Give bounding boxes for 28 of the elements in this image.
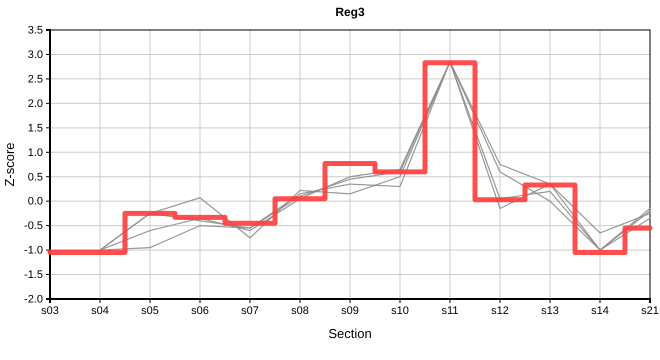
x-tick-label: s09 (341, 304, 359, 317)
y-tick-label: -0.5 (24, 220, 43, 232)
y-axis-title: Z-score (2, 142, 17, 187)
y-tick-label: 2.0 (28, 98, 43, 110)
x-tick-label: s12 (491, 304, 509, 317)
chart-title: Reg3 (335, 5, 365, 19)
y-tick-label: -1.0 (24, 244, 43, 257)
y-tick-label: 0.0 (28, 196, 43, 208)
x-axis-title: Section (328, 326, 372, 341)
x-tick-label: s13 (541, 304, 559, 317)
x-tick-label: s11 (442, 304, 458, 317)
y-tick-label: 3.0 (28, 48, 43, 61)
x-tick-label: s10 (391, 304, 409, 317)
x-tick-label: s05 (141, 304, 159, 317)
x-tick-label: s08 (291, 304, 309, 317)
y-tick-label: 0.5 (28, 171, 43, 184)
y-tick-label: -1.5 (24, 269, 43, 282)
x-tick-label: s07 (241, 304, 259, 317)
y-tick-label: 3.5 (28, 24, 43, 37)
x-tick-label: s06 (191, 304, 209, 317)
y-tick-label: -2.0 (24, 294, 43, 306)
x-tick-label: s03 (41, 304, 59, 317)
y-tick-label: 1.5 (28, 122, 43, 134)
x-tick-label: s21 (641, 304, 659, 317)
y-tick-label: 1.0 (28, 146, 43, 159)
x-tick-label: s14 (591, 304, 609, 317)
y-tick-label: 2.5 (28, 73, 43, 86)
x-tick-label: s04 (91, 304, 109, 317)
